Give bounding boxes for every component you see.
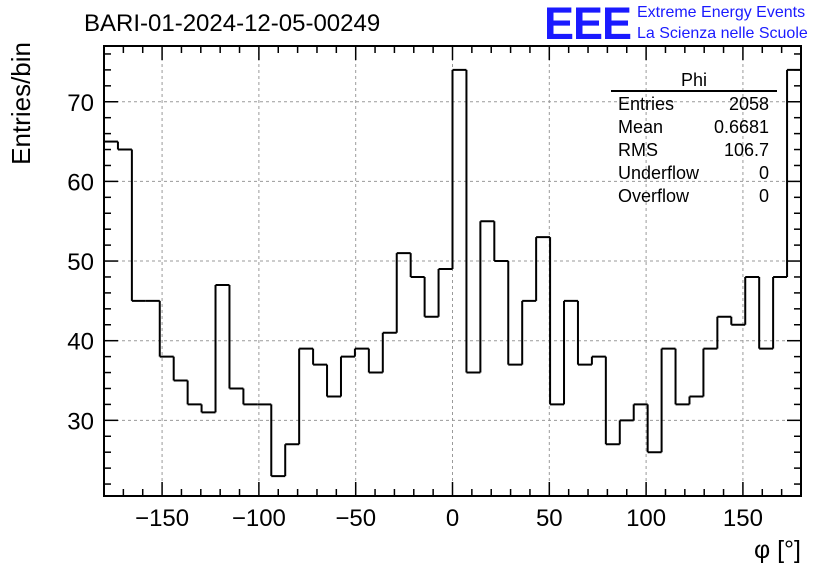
histogram-bin <box>298 347 314 445</box>
x-tick-label: −50 <box>335 505 376 532</box>
histogram-bin <box>758 276 774 350</box>
axes: −150 −100 −50 0 50 100 150 30 40 50 60 70 φ [°] Entri… <box>6 42 802 564</box>
histogram-bin <box>284 443 300 477</box>
x-tick-label: −100 <box>232 505 286 532</box>
histogram-bin <box>604 356 620 446</box>
histogram-bin <box>172 356 188 382</box>
stats-label: Underflow <box>618 163 700 183</box>
stats-label: RMS <box>618 140 658 160</box>
y-tick-label: 50 <box>67 249 94 276</box>
logo-line-2: La Scienza nelle Scuole <box>637 25 808 42</box>
stats-label: Entries <box>618 94 674 114</box>
histogram-bin <box>312 348 328 366</box>
stats-value: 0 <box>759 186 769 206</box>
histogram-bin <box>228 284 244 390</box>
histogram-series <box>104 68 801 478</box>
histogram-bin <box>353 347 369 357</box>
histogram-bin <box>674 348 690 406</box>
histogram-bin <box>493 221 509 263</box>
stats-value: 2058 <box>729 94 769 114</box>
x-tick-label: 50 <box>536 505 563 532</box>
histogram-bin <box>409 253 425 278</box>
histogram-bin <box>618 419 634 445</box>
x-tick-label: 0 <box>446 505 459 532</box>
x-tick-label: 150 <box>723 505 763 532</box>
histogram-bin <box>451 68 467 270</box>
histogram-bin <box>214 283 230 413</box>
histogram-bin <box>507 261 523 366</box>
histogram-bin <box>130 149 146 302</box>
histogram-bin <box>200 404 216 414</box>
histogram-bin <box>772 275 788 349</box>
histogram-bin <box>339 355 355 397</box>
histogram-bin <box>186 380 202 406</box>
histogram-bin <box>367 348 383 374</box>
eee-logo: EEE <box>544 0 632 49</box>
histogram-bin <box>632 403 648 421</box>
x-axis-label: φ [°] <box>754 536 801 564</box>
histogram-bin <box>702 347 718 397</box>
y-axis-label: Entries/bin <box>6 42 36 165</box>
histogram-bin <box>270 404 286 478</box>
histogram-bin <box>521 299 537 365</box>
histogram-bin <box>423 276 439 318</box>
logo-line-1: Extreme Energy Events <box>637 4 806 21</box>
histogram-bin <box>744 275 760 325</box>
y-tick-label: 30 <box>67 408 94 435</box>
histogram-bin <box>381 331 397 373</box>
histogram-bin <box>395 252 411 333</box>
histogram-bin <box>535 236 551 301</box>
stats-value: 0 <box>759 163 769 183</box>
x-tick-label: −150 <box>135 505 189 532</box>
histogram-bin <box>563 299 578 405</box>
histogram-bin <box>590 355 606 365</box>
y-tick-label: 70 <box>67 90 94 117</box>
chart-title: BARI-01-2024-12-05-00249 <box>84 10 381 37</box>
histogram-bin <box>786 68 801 277</box>
stats-box: Phi Entries 2058 Mean 0.6681 RMS 106.7 Underflo… <box>611 70 777 206</box>
histogram-bin <box>646 404 662 454</box>
histogram-bin <box>326 364 341 398</box>
histogram-bin <box>688 395 704 405</box>
stats-value: 106.7 <box>724 140 769 160</box>
stats-title: Phi <box>681 70 707 90</box>
y-tick-label: 60 <box>67 169 94 196</box>
histogram-bin <box>660 347 676 453</box>
stats-label: Overflow <box>618 186 690 206</box>
histogram-bin <box>549 237 565 406</box>
histogram-bin <box>465 69 481 374</box>
histogram-bin <box>716 315 732 349</box>
y-tick-label: 40 <box>67 329 94 356</box>
histogram-bin <box>479 220 495 373</box>
histogram-bin <box>437 268 453 317</box>
histogram-bin <box>158 300 174 358</box>
histogram-bin <box>116 141 132 151</box>
x-tick-label: 100 <box>626 505 666 532</box>
histogram-bin <box>242 388 258 406</box>
histogram-bin <box>576 300 592 366</box>
histogram-bin <box>730 316 746 326</box>
stats-label: Mean <box>618 117 663 137</box>
stats-value: 0.6681 <box>714 117 769 137</box>
